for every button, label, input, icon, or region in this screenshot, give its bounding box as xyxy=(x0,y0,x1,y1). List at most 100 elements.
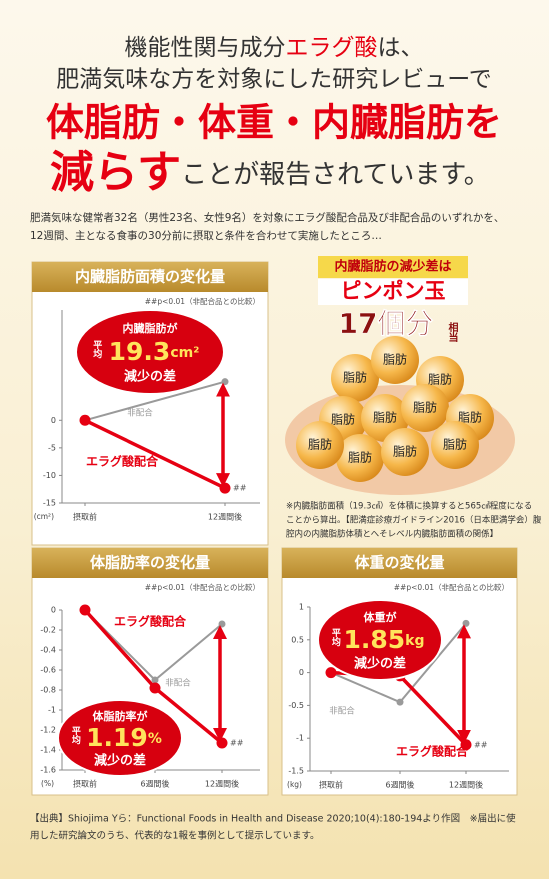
callout-unit: cm² xyxy=(170,345,199,361)
ball-label: 脂肪 xyxy=(383,352,407,367)
data-point xyxy=(218,620,226,628)
ball-label: 脂肪 xyxy=(373,410,397,425)
ball-label: 脂肪 xyxy=(348,450,372,465)
series-name: 非配合 xyxy=(329,706,355,717)
data-point xyxy=(216,737,228,749)
chart-note: ##p<0.01（非配合品との比較） xyxy=(145,582,260,592)
x-tick-label: 12週間後 xyxy=(205,779,239,789)
significance: ## xyxy=(230,739,244,748)
y-tick-label: 0 xyxy=(51,606,56,615)
callout-value: 1.85kg xyxy=(343,625,424,654)
y-unit: (cm²) xyxy=(34,512,54,521)
x-tick-label: 12週間後 xyxy=(208,512,242,522)
y-tick-label: -1.5 xyxy=(288,767,304,776)
x-tick-label: 摂取前 xyxy=(73,779,97,789)
headline-line1: 機能性関与成分エラグ酸は、 xyxy=(125,35,424,61)
ball xyxy=(371,336,419,384)
data-point xyxy=(79,414,91,426)
pingpong-note: ※内臓脂肪面積（19.3㎠）を体積に換算すると565㎤程度になる xyxy=(286,501,532,512)
callout-line1: 体脂肪率が xyxy=(93,709,148,723)
x-tick-label: 6週間後 xyxy=(385,780,414,790)
y-tick-label: 0.5 xyxy=(291,635,304,644)
y-tick-label: -0.6 xyxy=(40,666,56,675)
callout-unit: kg xyxy=(405,633,424,649)
callout xyxy=(75,309,225,395)
ball xyxy=(331,354,379,402)
chart-title: 体脂肪率の変化量 xyxy=(90,554,210,572)
ball xyxy=(336,434,384,482)
y-tick-label: 1 xyxy=(299,603,304,612)
y-tick-label: -0.8 xyxy=(40,686,56,695)
callout xyxy=(57,699,183,777)
series-name: エラグ酸配合 xyxy=(396,744,469,759)
ball-label: 脂肪 xyxy=(443,437,467,452)
y-tick-label: -15 xyxy=(43,499,56,508)
pingpong-line3: 17個分 xyxy=(339,307,434,340)
callout-prefix: 平均 xyxy=(91,340,102,359)
headline-line2: 肥満気味な方を対象にした研究レビューで xyxy=(56,67,492,93)
y-tick-label: -1.2 xyxy=(40,726,56,735)
y-tick-label: 0 xyxy=(299,668,304,677)
intro-line: 肥満気味な健常者32名（男性23名、女性9名）を対象にエラグ酸配合品及び非配合品… xyxy=(30,211,504,224)
callout-line2: 減少の差 xyxy=(354,656,406,672)
y-tick-label: -10 xyxy=(43,471,56,480)
significance: ## xyxy=(233,484,247,493)
intro-line: 12週間、主となる食事の30分前に摂取と条件を合わせて実施したところ… xyxy=(30,229,382,242)
chart-title: 体重の変化量 xyxy=(354,554,444,572)
ball-label: 脂肪 xyxy=(413,400,437,415)
series-name: エラグ酸配合 xyxy=(114,614,187,629)
x-tick-label: 摂取前 xyxy=(319,780,343,790)
callout-value: 1.19% xyxy=(86,723,162,752)
y-tick-label: -0.5 xyxy=(288,701,304,710)
data-point xyxy=(325,667,337,679)
x-tick-label: 摂取前 xyxy=(73,512,97,522)
callout-number: 19.3 xyxy=(109,337,171,366)
callout-unit: % xyxy=(148,731,162,747)
y-unit: (kg) xyxy=(287,780,302,789)
headline-line3: 体脂肪・体重・内臓脂肪を xyxy=(46,101,502,145)
pingpong-box xyxy=(318,279,468,305)
data-point xyxy=(462,619,470,627)
pingpong-line2: ピンポン玉 xyxy=(341,279,446,303)
callout-number: 1.19 xyxy=(86,723,148,752)
significance: ## xyxy=(474,740,488,749)
ball-label: 脂肪 xyxy=(331,412,355,427)
series-name: 非配合 xyxy=(165,678,191,689)
panel-header xyxy=(282,548,517,578)
y-tick-label: -5 xyxy=(48,443,56,452)
chart-title: 内臓脂肪面積の変化量 xyxy=(75,268,225,286)
ball-label: 脂肪 xyxy=(428,372,452,387)
series-name: エラグ酸配合 xyxy=(86,454,159,469)
footer-line: 【出典】Shiojima Yら：Functional Foods in Heal… xyxy=(30,813,516,825)
callout-value: 19.3cm² xyxy=(109,337,200,366)
chart-note: ##p<0.01（非配合品との比較） xyxy=(145,296,260,306)
y-tick-label: -1.6 xyxy=(40,766,56,775)
y-unit: (%) xyxy=(41,779,54,788)
y-tick-label: -0.2 xyxy=(40,626,56,635)
y-tick-label: 0 xyxy=(51,416,56,425)
x-tick-label: 6週間後 xyxy=(140,779,169,789)
data-point xyxy=(221,378,229,386)
panel-header xyxy=(32,262,268,292)
y-tick-label: -1.4 xyxy=(40,746,56,755)
ball-label: 脂肪 xyxy=(393,444,417,459)
pingpong-line4: 相当 xyxy=(446,321,458,343)
series-line xyxy=(84,418,226,490)
footer-line: 用した研究論文のうち、代表的な1報を事例として提示しています。 xyxy=(30,830,320,842)
y-tick-label: -1 xyxy=(296,734,304,743)
y-tick-label: -0.4 xyxy=(40,646,56,655)
pingpong-note: 腔内の内臓脂肪体積とへそレベル内臓脂肪面積の関係】 xyxy=(286,529,498,540)
pingpong-line1: 内臓脂肪の減少差は xyxy=(334,259,451,275)
ball xyxy=(296,421,344,469)
panel-header xyxy=(32,548,268,578)
pingpong-banner xyxy=(318,256,468,278)
data-point xyxy=(396,698,404,706)
callout-line1: 内臓脂肪が xyxy=(123,321,178,335)
callout-prefix: 平均 xyxy=(330,628,341,647)
data-point xyxy=(219,482,231,494)
y-tick-label: -1 xyxy=(48,706,56,715)
callout-line1: 体重が xyxy=(364,610,397,624)
callout xyxy=(317,599,443,681)
